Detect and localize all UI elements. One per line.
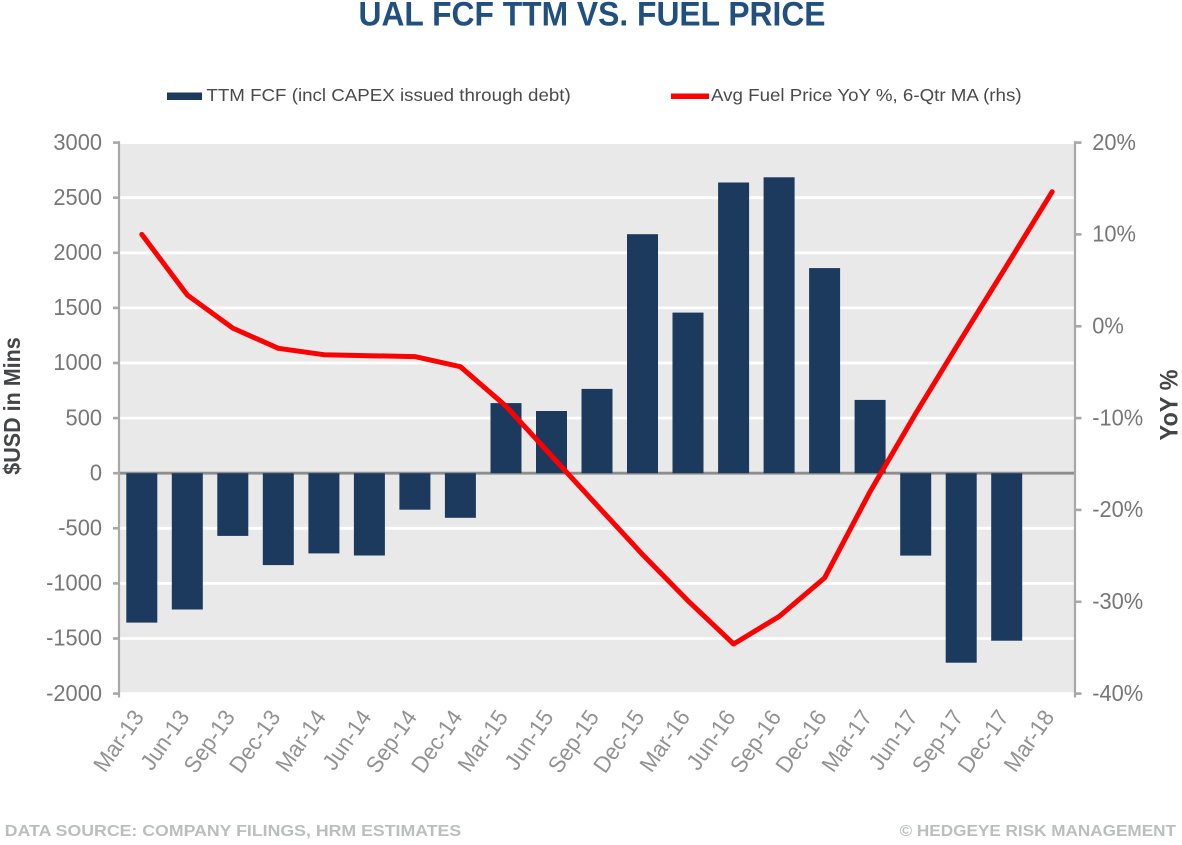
svg-text:-40%: -40% (1092, 680, 1143, 706)
svg-text:20%: 20% (1092, 129, 1136, 155)
svg-text:-500: -500 (58, 515, 102, 541)
svg-text:0%: 0% (1092, 313, 1124, 339)
svg-text:10%: 10% (1092, 221, 1136, 247)
svg-text:TTM FCF (incl CAPEX issued thr: TTM FCF (incl CAPEX issued through debt) (206, 84, 570, 104)
svg-text:500: 500 (66, 405, 102, 431)
svg-text:DATA SOURCE: COMPANY FILINGS,: DATA SOURCE: COMPANY FILINGS, HRM ESTIMA… (5, 822, 461, 840)
svg-text:YoY %: YoY % (1156, 370, 1182, 441)
svg-text:1500: 1500 (53, 295, 102, 321)
svg-text:1000: 1000 (53, 350, 102, 376)
svg-text:-1000: -1000 (46, 570, 102, 596)
svg-text:-1500: -1500 (46, 625, 102, 651)
svg-text:-2000: -2000 (46, 680, 102, 706)
svg-text:-20%: -20% (1092, 497, 1143, 523)
svg-text:-10%: -10% (1092, 405, 1143, 431)
svg-text:0: 0 (90, 460, 102, 486)
svg-text:© HEDGEYE RISK MANAGEMENT: © HEDGEYE RISK MANAGEMENT (900, 822, 1176, 840)
svg-text:2000: 2000 (53, 239, 102, 265)
svg-text:$USD in Mins: $USD in Mins (0, 337, 25, 475)
svg-text:3000: 3000 (53, 129, 102, 155)
svg-text:UAL FCF TTM VS. FUEL PRICE: UAL FCF TTM VS. FUEL PRICE (358, 0, 825, 33)
svg-text:2500: 2500 (53, 184, 102, 210)
svg-text:Mar-13: Mar-13 (88, 705, 149, 776)
svg-text:-30%: -30% (1092, 588, 1143, 614)
svg-text:Avg Fuel Price YoY %, 6-Qtr MA: Avg Fuel Price YoY %, 6-Qtr MA (rhs) (711, 84, 1022, 104)
